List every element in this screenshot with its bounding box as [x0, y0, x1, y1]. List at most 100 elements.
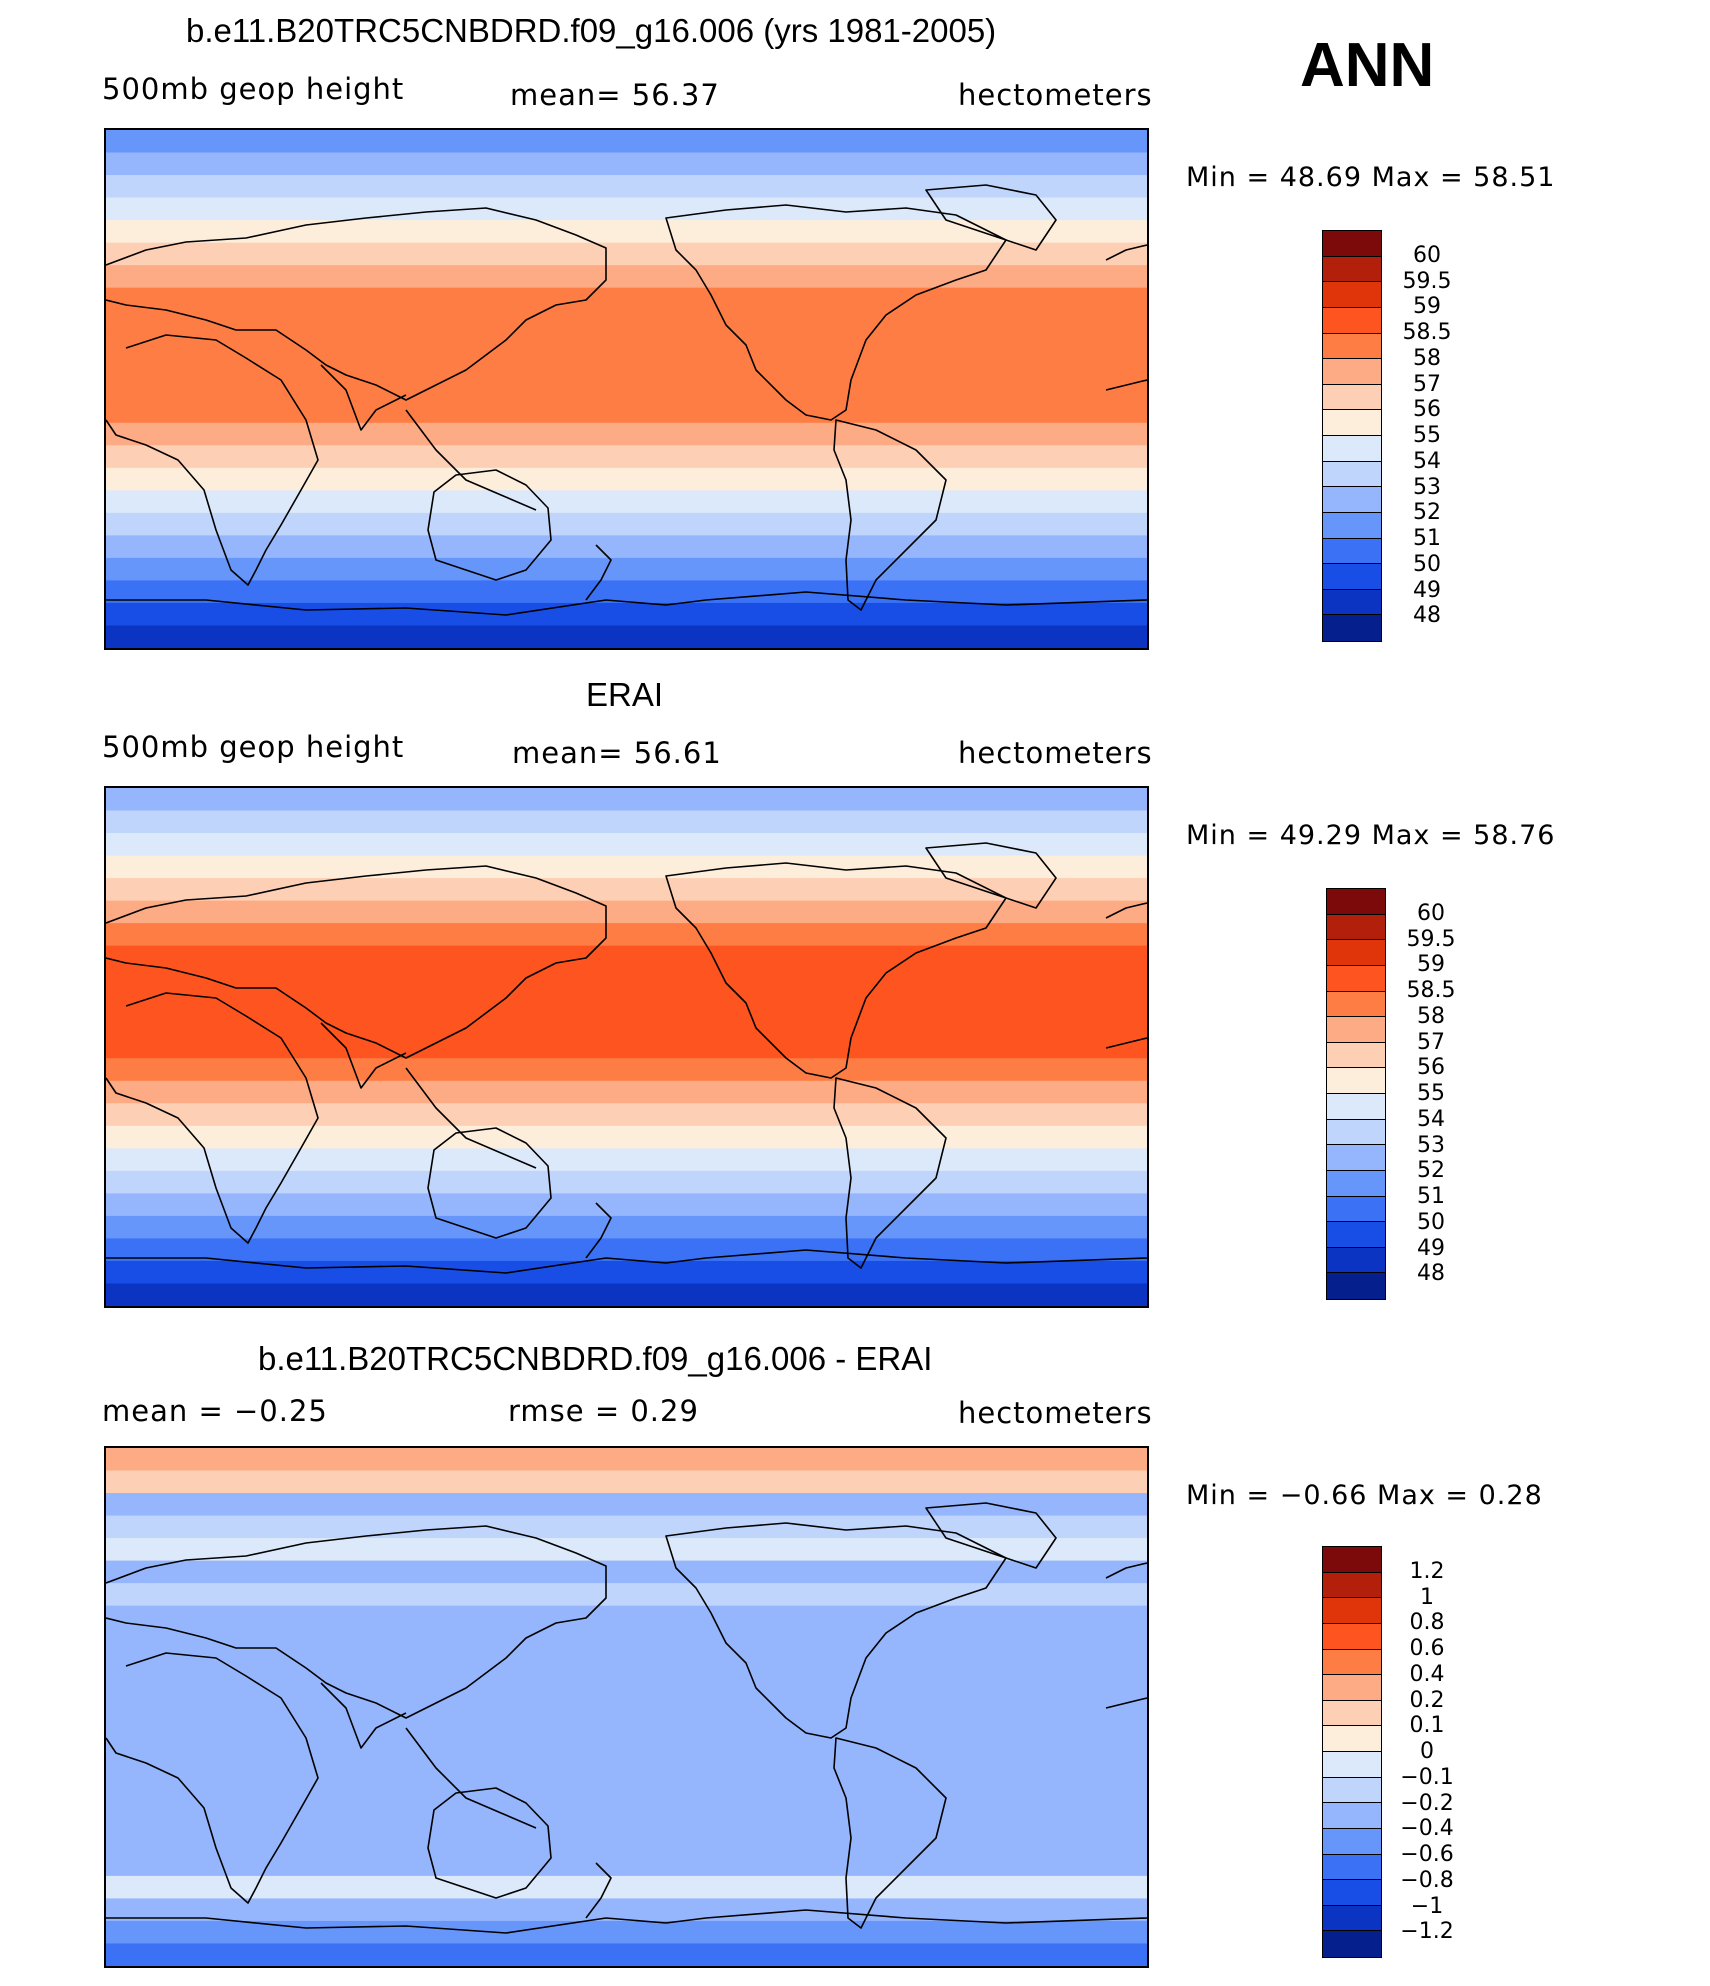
colorbar-cell: [1327, 1068, 1385, 1094]
panel1-minmax: Min = 48.69 Max = 58.51: [1186, 162, 1556, 193]
coastline: [665, 204, 1007, 421]
colorbar-cell: [1323, 307, 1381, 334]
contour-band: [106, 923, 1147, 947]
contour-band: [106, 1853, 1147, 1877]
colorbar-cell: [1323, 487, 1381, 513]
colorbar-cell: [1323, 333, 1381, 360]
colorbar-label: −0.8: [1400, 1867, 1454, 1893]
coastline: [833, 1077, 947, 1269]
colorbar-label: 51: [1417, 1184, 1445, 1209]
contour-band: [106, 1493, 1147, 1517]
contour-band: [106, 1695, 1147, 1720]
colorbar-label: 58.5: [1402, 320, 1452, 345]
contour-band: [106, 467, 1147, 492]
panel1-map: [104, 128, 1149, 650]
contour-band: [106, 1628, 1147, 1652]
contour-band: [106, 332, 1147, 357]
colorbar-cell: [1327, 914, 1385, 941]
colorbar-cell: [1327, 940, 1385, 966]
contour-band: [106, 130, 1147, 154]
contour-band: [106, 310, 1147, 334]
coastline: [405, 1067, 537, 1169]
contour-band: [106, 1193, 1147, 1217]
colorbar-label: 54: [1417, 1106, 1445, 1132]
colorbar-cell: [1323, 1752, 1381, 1778]
colorbar-cell: [1323, 1828, 1381, 1855]
contour-band: [106, 900, 1147, 925]
coastline: [1105, 244, 1147, 261]
contour-band: [106, 1605, 1147, 1630]
colorbar-label: 48: [1413, 603, 1441, 629]
colorbar-label: 54: [1413, 448, 1441, 474]
colorbar-cell: [1327, 1247, 1385, 1274]
coastline: [320, 364, 407, 431]
contour-band: [106, 990, 1147, 1015]
colorbar-label: −0.4: [1400, 1816, 1454, 1842]
contour-band: [106, 535, 1147, 559]
contour-band: [106, 512, 1147, 537]
contour-band: [106, 1875, 1147, 1900]
colorbar-label: 0.2: [1409, 1687, 1445, 1713]
colorbar-label: 60: [1417, 900, 1445, 926]
colorbar-cell: [1323, 282, 1381, 308]
colorbar-label: 52: [1413, 500, 1441, 526]
coastline: [1105, 902, 1147, 919]
contour-band: [106, 1103, 1147, 1127]
contour-band: [106, 1013, 1147, 1037]
coastline: [833, 419, 947, 611]
colorbar-cell: [1323, 1803, 1381, 1829]
colorbar-label: 57: [1417, 1029, 1445, 1055]
contour-band: [106, 557, 1147, 582]
contour-band: [106, 855, 1147, 880]
colorbar-cell: [1323, 538, 1381, 565]
panel3-colorbar: [1322, 1546, 1382, 1958]
colorbar-label: 58.5: [1406, 978, 1456, 1003]
colorbar-cell: [1327, 1094, 1385, 1120]
coastline: [106, 992, 319, 1244]
colorbar-cell: [1323, 1777, 1381, 1804]
colorbar-label: 51: [1413, 526, 1441, 551]
contour-band: [106, 1260, 1147, 1285]
colorbar-cell: [1327, 1196, 1385, 1223]
coastline: [665, 1522, 1007, 1739]
colorbar-cell: [1323, 1572, 1381, 1599]
panel1-mean: mean= 56.37: [510, 78, 720, 112]
contour-band: [106, 968, 1147, 992]
panel3-map: [104, 1446, 1149, 1968]
colorbar-label: 55: [1413, 423, 1441, 448]
coastline: [665, 862, 1007, 1079]
contour-band: [106, 1650, 1147, 1675]
coastline: [833, 1737, 947, 1929]
colorbar-cell: [1327, 889, 1385, 915]
contour-band: [106, 1808, 1147, 1832]
colorbar-label: 53: [1413, 474, 1441, 500]
contour-band: [106, 580, 1147, 604]
contour-band: [106, 810, 1147, 835]
colorbar-cell: [1323, 231, 1381, 257]
coastline: [1105, 1562, 1147, 1579]
panel1-title: b.e11.B20TRC5CNBDRD.f09_g16.006 (yrs 198…: [186, 12, 997, 49]
colorbar-label: 1.2: [1409, 1558, 1445, 1584]
panel3-map-svg: [106, 1448, 1147, 1966]
coastline: [925, 842, 1057, 909]
contour-band: [106, 1718, 1147, 1742]
contour-band: [106, 878, 1147, 902]
colorbar-cell: [1327, 1145, 1385, 1171]
colorbar-label: 56: [1417, 1055, 1445, 1081]
contour-band: [106, 220, 1147, 244]
colorbar-cell: [1323, 564, 1381, 590]
coastline: [106, 207, 607, 401]
contour-band: [106, 152, 1147, 177]
contour-band: [106, 445, 1147, 469]
colorbar-label: 59: [1413, 294, 1441, 320]
panel1-map-svg: [106, 130, 1147, 648]
colorbar-cell: [1323, 1905, 1381, 1932]
coastline: [106, 1249, 1147, 1274]
coastline: [427, 1127, 552, 1239]
coastline: [405, 409, 537, 511]
colorbar-cell: [1323, 1623, 1381, 1650]
coastline: [320, 1682, 407, 1749]
colorbar-label: 0.1: [1409, 1713, 1445, 1739]
colorbar-label: 56: [1413, 397, 1441, 423]
coastline: [427, 469, 552, 581]
